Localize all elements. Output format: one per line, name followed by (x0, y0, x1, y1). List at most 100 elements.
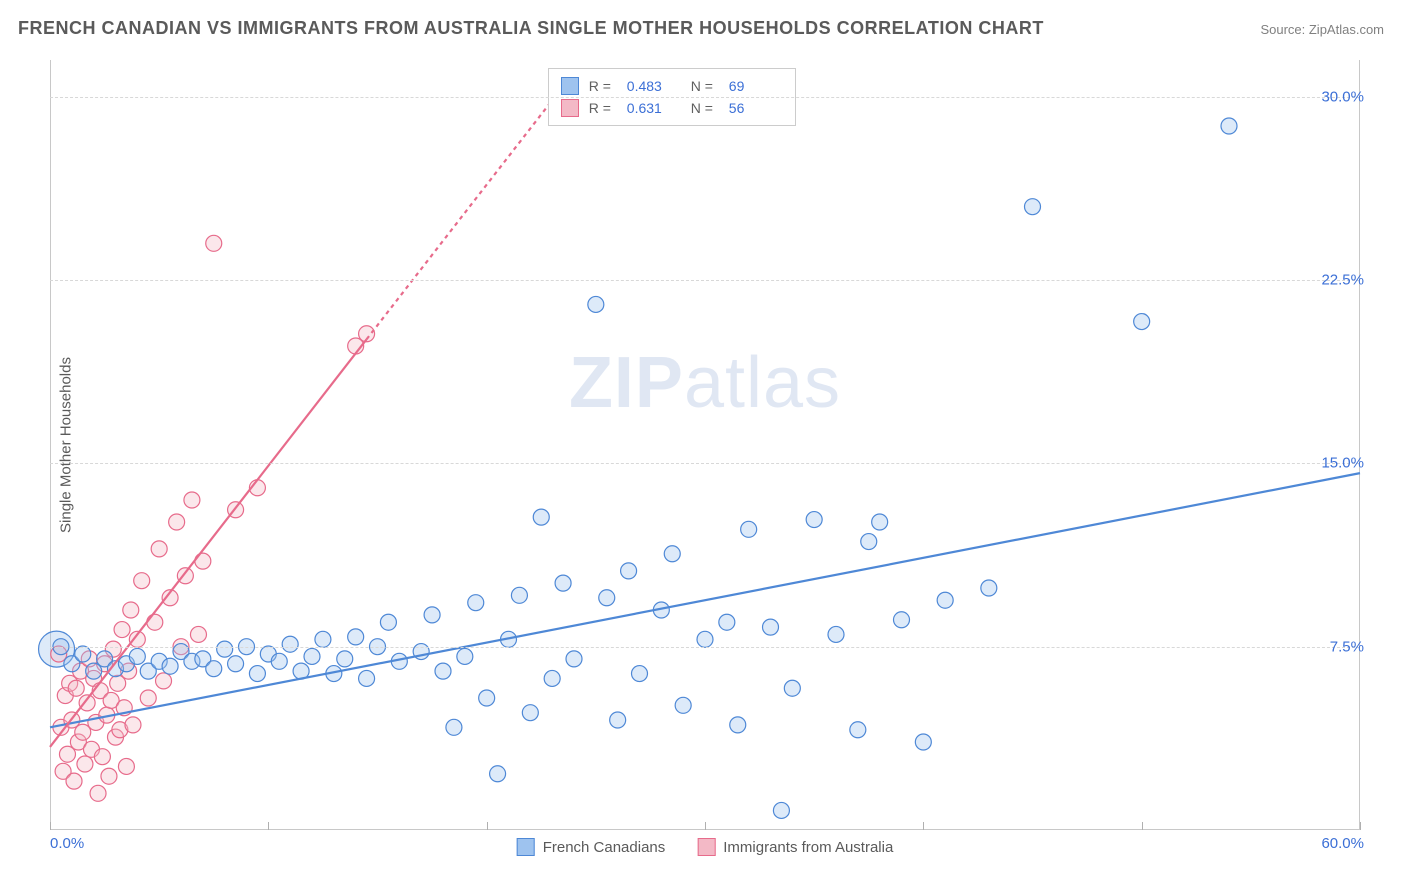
x-tick-mark (50, 822, 51, 830)
chart-title: FRENCH CANADIAN VS IMMIGRANTS FROM AUSTR… (18, 18, 1044, 39)
data-point (457, 648, 473, 664)
data-point (719, 614, 735, 630)
data-point (675, 697, 691, 713)
data-point (129, 648, 145, 664)
data-point (228, 656, 244, 672)
x-tick-mark (923, 822, 924, 830)
data-point (380, 614, 396, 630)
data-point (741, 521, 757, 537)
trend-line (50, 473, 1360, 727)
data-point (511, 587, 527, 603)
data-point (123, 602, 139, 618)
data-point (75, 646, 91, 662)
data-point (566, 651, 582, 667)
data-point (806, 512, 822, 528)
legend-item-a: French Canadians (517, 838, 666, 856)
data-point (610, 712, 626, 728)
data-point (479, 690, 495, 706)
x-tick-mark (705, 822, 706, 830)
data-point (125, 717, 141, 733)
data-point (68, 680, 84, 696)
legend-label-b: Immigrants from Australia (723, 839, 893, 856)
data-point (249, 666, 265, 682)
gridline (50, 463, 1360, 464)
data-point (195, 553, 211, 569)
data-point (271, 653, 287, 669)
data-point (915, 734, 931, 750)
data-point (304, 648, 320, 664)
data-point (632, 666, 648, 682)
data-point (282, 636, 298, 652)
data-point (555, 575, 571, 591)
data-point (169, 514, 185, 530)
data-point (1134, 314, 1150, 330)
gridline (50, 97, 1360, 98)
data-point (522, 705, 538, 721)
data-point (134, 573, 150, 589)
y-tick-label: 15.0% (1321, 455, 1364, 472)
data-point (151, 541, 167, 557)
data-point (850, 722, 866, 738)
data-point (77, 756, 93, 772)
data-point (206, 661, 222, 677)
x-tick-min: 0.0% (50, 835, 84, 852)
plot-area: Single Mother Households ZIPatlas R = 0.… (50, 60, 1360, 830)
data-point (621, 563, 637, 579)
trend-line (367, 72, 574, 339)
data-point (599, 590, 615, 606)
y-tick-label: 30.0% (1321, 88, 1364, 105)
data-point (544, 670, 560, 686)
swatch-series-a (561, 77, 579, 95)
y-tick-label: 7.5% (1330, 638, 1364, 655)
correlation-row-b: R = 0.631 N = 56 (561, 97, 783, 119)
data-point (66, 773, 82, 789)
data-point (359, 670, 375, 686)
data-point (156, 673, 172, 689)
y-tick-label: 22.5% (1321, 272, 1364, 289)
data-point (147, 614, 163, 630)
x-tick-mark (1360, 822, 1361, 830)
data-point (490, 766, 506, 782)
data-point (217, 641, 233, 657)
chart-svg-layer (50, 60, 1360, 830)
data-point (337, 651, 353, 667)
swatch-series-b-bottom (697, 838, 715, 856)
data-point (773, 802, 789, 818)
x-tick-mark (1142, 822, 1143, 830)
data-point (872, 514, 888, 530)
series-legend: French Canadians Immigrants from Austral… (517, 838, 894, 856)
data-point (190, 626, 206, 642)
correlation-row-a: R = 0.483 N = 69 (561, 75, 783, 97)
data-point (315, 631, 331, 647)
data-point (206, 235, 222, 251)
data-point (697, 631, 713, 647)
x-tick-mark (268, 822, 269, 830)
data-point (446, 719, 462, 735)
source-citation: Source: ZipAtlas.com (1260, 22, 1384, 37)
data-point (784, 680, 800, 696)
data-point (101, 768, 117, 784)
data-point (140, 690, 156, 706)
data-point (730, 717, 746, 733)
data-point (118, 758, 134, 774)
data-point (184, 492, 200, 508)
x-tick-mark (487, 822, 488, 830)
swatch-series-a-bottom (517, 838, 535, 856)
data-point (90, 785, 106, 801)
data-point (588, 296, 604, 312)
legend-item-b: Immigrants from Australia (697, 838, 893, 856)
trend-line (50, 339, 367, 747)
data-point (981, 580, 997, 596)
data-point (79, 695, 95, 711)
data-point (533, 509, 549, 525)
data-point (1221, 118, 1237, 134)
data-point (162, 658, 178, 674)
data-point (94, 749, 110, 765)
legend-label-a: French Canadians (543, 839, 666, 856)
data-point (114, 622, 130, 638)
chart-container: FRENCH CANADIAN VS IMMIGRANTS FROM AUSTR… (0, 0, 1406, 892)
data-point (937, 592, 953, 608)
data-point (664, 546, 680, 562)
gridline (50, 280, 1360, 281)
data-point (468, 595, 484, 611)
